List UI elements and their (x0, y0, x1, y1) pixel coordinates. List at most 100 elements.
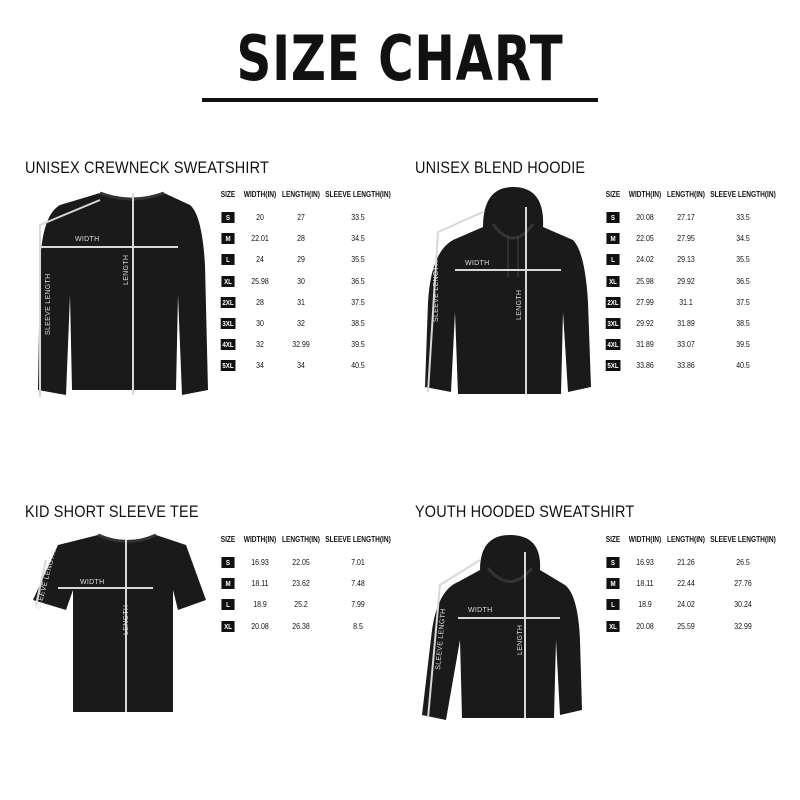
title-underline (202, 98, 598, 102)
size-badge: XL (221, 275, 235, 287)
sleeve-label: SLEEVE LENGTH (433, 261, 440, 322)
size-badge: S (606, 212, 620, 223)
table-row: L 24.02 29.13 35.5 (600, 254, 780, 266)
table-row: M 22.05 27.95 34.5 (600, 233, 780, 245)
cell-sleeve-length: 34.5 (736, 233, 750, 244)
length-label: LENGTH (123, 605, 130, 635)
size-badge: L (606, 254, 620, 266)
size-badge: S (221, 212, 235, 223)
cell-width: 20.08 (636, 212, 654, 222)
column-header-length: LENGTH(IN) (282, 535, 320, 544)
column-header-sleeve-length: SLEEVE LENGTH(IN) (325, 535, 391, 544)
table-row: 2XL 28 31 37.5 (215, 296, 395, 309)
size-badge: XL (606, 620, 620, 632)
cell-width: 20 (256, 212, 264, 222)
cell-sleeve-length: 8.5 (353, 620, 363, 631)
column-header-size: SIZE (605, 535, 621, 544)
cell-width: 22.01 (251, 233, 269, 244)
column-header-width: WIDTH(IN) (243, 535, 277, 544)
table-header: SIZE WIDTH(IN) LENGTH(IN) SLEEVE LENGTH(IN) (215, 190, 395, 202)
cell-sleeve-length: 40.5 (351, 360, 365, 371)
size-badge: 4XL (605, 339, 621, 351)
cell-length: 23.62 (292, 578, 310, 589)
column-header-sleeve-length: SLEEVE LENGTH(IN) (710, 535, 776, 544)
table-row: 3XL 29.92 31.89 38.5 (600, 318, 780, 330)
size-badge: 2XL (220, 296, 236, 308)
tshirt-icon: WIDTH LENGTH SLEEVE LENGTH (33, 533, 206, 712)
cell-length: 29 (297, 254, 305, 265)
table-row: 5XL 33.86 33.86 40.5 (600, 360, 780, 372)
cell-width: 20.08 (636, 620, 654, 631)
cell-length: 30 (297, 275, 305, 286)
cell-length: 27.95 (677, 233, 695, 244)
cell-length: 24.02 (677, 599, 695, 610)
table-row: 2XL 27.99 31.1 37.5 (600, 296, 780, 309)
size-badge: M (221, 578, 235, 590)
table-row: XL 25.98 29.92 36.5 (600, 275, 780, 288)
size-badge: M (606, 233, 620, 245)
cell-width: 31.89 (636, 339, 654, 350)
cell-sleeve-length: 33.5 (736, 212, 750, 222)
table-row: S 20.08 27.17 33.5 (600, 212, 780, 224)
cell-sleeve-length: 38.5 (736, 318, 750, 328)
column-header-width: WIDTH(IN) (243, 190, 277, 199)
size-badge: 5XL (220, 360, 236, 372)
cell-sleeve-length: 37.5 (736, 296, 750, 307)
cell-sleeve-length: 30.24 (734, 599, 752, 610)
cell-width: 22.05 (636, 233, 654, 244)
column-header-size: SIZE (605, 190, 621, 199)
cell-sleeve-length: 35.5 (351, 254, 365, 265)
cell-length: 22.05 (292, 557, 310, 567)
table-header: SIZE WIDTH(IN) LENGTH(IN) SLEEVE LENGTH(IN) (215, 535, 395, 547)
length-label: LENGTH (123, 255, 130, 285)
cell-width: 18.9 (638, 599, 652, 610)
cell-length: 34 (297, 360, 305, 371)
size-badge: 3XL (220, 318, 236, 329)
table-row: 4XL 31.89 33.07 39.5 (600, 339, 780, 351)
table-row: XL 20.08 26.38 8.5 (215, 620, 395, 633)
cell-width: 30 (256, 318, 264, 328)
section-title: UNISEX CREWNECK SWEATSHIRT (25, 158, 269, 177)
cell-width: 18.11 (636, 578, 654, 589)
cell-sleeve-length: 38.5 (351, 318, 365, 328)
size-badge: 5XL (605, 360, 621, 372)
cell-width: 27.99 (636, 296, 654, 307)
crewneck-sweatshirt-icon: WIDTH LENGTH SLEEVE LENGTH (38, 191, 208, 397)
size-badge: S (221, 557, 235, 568)
table-row: M 18.11 22.44 27.76 (600, 578, 780, 590)
size-badge: L (606, 599, 620, 611)
cell-width: 20.08 (251, 620, 269, 631)
width-label: WIDTH (80, 579, 104, 586)
section-title: YOUTH HOODED SWEATSHIRT (415, 502, 635, 521)
cell-length: 29.13 (677, 254, 695, 265)
cell-length: 31 (297, 296, 305, 307)
cell-sleeve-length: 26.5 (736, 557, 750, 567)
table-header: SIZE WIDTH(IN) LENGTH(IN) SLEEVE LENGTH(IN) (600, 535, 780, 547)
size-badge: L (221, 599, 235, 611)
size-badge: L (221, 254, 235, 266)
cell-sleeve-length: 35.5 (736, 254, 750, 265)
column-header-length: LENGTH(IN) (667, 535, 705, 544)
cell-width: 16.93 (251, 557, 269, 567)
page-title: SIZE CHART (236, 22, 564, 95)
table-row: L 24 29 35.5 (215, 254, 395, 266)
cell-width: 29.92 (636, 318, 654, 328)
cell-length: 22.44 (677, 578, 695, 589)
cell-sleeve-length: 27.76 (734, 578, 752, 589)
cell-width: 25.98 (636, 275, 654, 286)
length-label: LENGTH (516, 290, 523, 320)
table-row: M 18.11 23.62 7.48 (215, 578, 395, 590)
cell-sleeve-length: 7.01 (351, 557, 365, 567)
cell-width: 18.9 (253, 599, 267, 610)
width-label: WIDTH (465, 260, 489, 267)
hoodie-icon: WIDTH LENGTH SLEEVE LENGTH (425, 187, 591, 394)
table-row: XL 20.08 25.59 32.99 (600, 620, 780, 633)
cell-sleeve-length: 7.99 (351, 599, 365, 610)
cell-length: 27 (297, 212, 305, 222)
cell-width: 18.11 (251, 578, 269, 589)
cell-width: 34 (256, 360, 264, 371)
section-title: UNISEX BLEND HOODIE (415, 158, 586, 177)
cell-width: 24 (256, 254, 264, 265)
size-badge: 3XL (605, 318, 621, 329)
